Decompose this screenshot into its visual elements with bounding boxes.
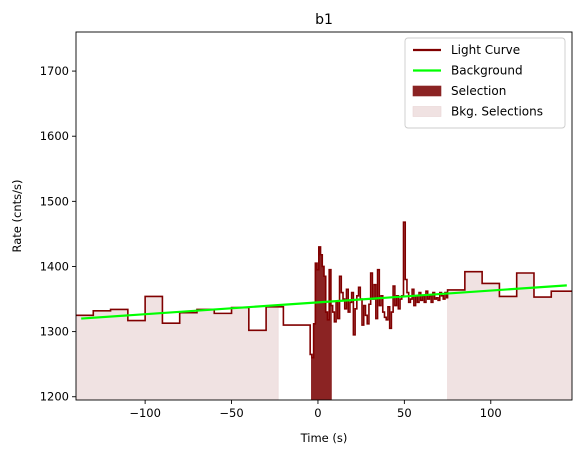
legend-label-2: Background (451, 64, 523, 78)
y-tick-label: 1300 (40, 325, 69, 339)
y-axis-ticks: 1200 1300 1400 1500 1600 1700 (40, 64, 76, 404)
y-tick-label: 1400 (40, 259, 69, 273)
selection-region (311, 246, 332, 400)
x-tick-label: 50 (397, 406, 412, 420)
legend-label-4: Bkg. Selections (451, 105, 543, 119)
y-tick-label: 1500 (40, 194, 69, 208)
light-curve-line (76, 221, 572, 359)
x-axis-ticks: −100 −50 0 50 100 (129, 400, 502, 420)
x-tick-label: 0 (314, 406, 321, 420)
series-layer (76, 221, 572, 359)
legend-swatch-4 (412, 106, 442, 117)
legend-label-1: Light Curve (451, 43, 520, 57)
y-tick-label: 1700 (40, 64, 69, 78)
legend: Light Curve Background Selection Bkg. Selec… (404, 37, 566, 129)
y-axis-label: Rate (cnts/s) (10, 180, 24, 253)
legend-box (404, 37, 566, 129)
y-tick-label: 1600 (40, 129, 69, 143)
x-axis-label: Time (s) (300, 431, 348, 445)
background-line (81, 284, 567, 320)
plot-area-frame (75, 31, 573, 401)
y-tick-label: 1200 (40, 390, 69, 404)
selection-layer (311, 246, 332, 400)
legend-label-3: Selection (451, 84, 506, 98)
x-tick-label: −100 (129, 406, 161, 420)
x-tick-label: −50 (219, 406, 243, 420)
chart-title: b1 (315, 12, 333, 28)
x-tick-label: 100 (480, 406, 502, 420)
legend-swatch-3 (412, 85, 442, 97)
